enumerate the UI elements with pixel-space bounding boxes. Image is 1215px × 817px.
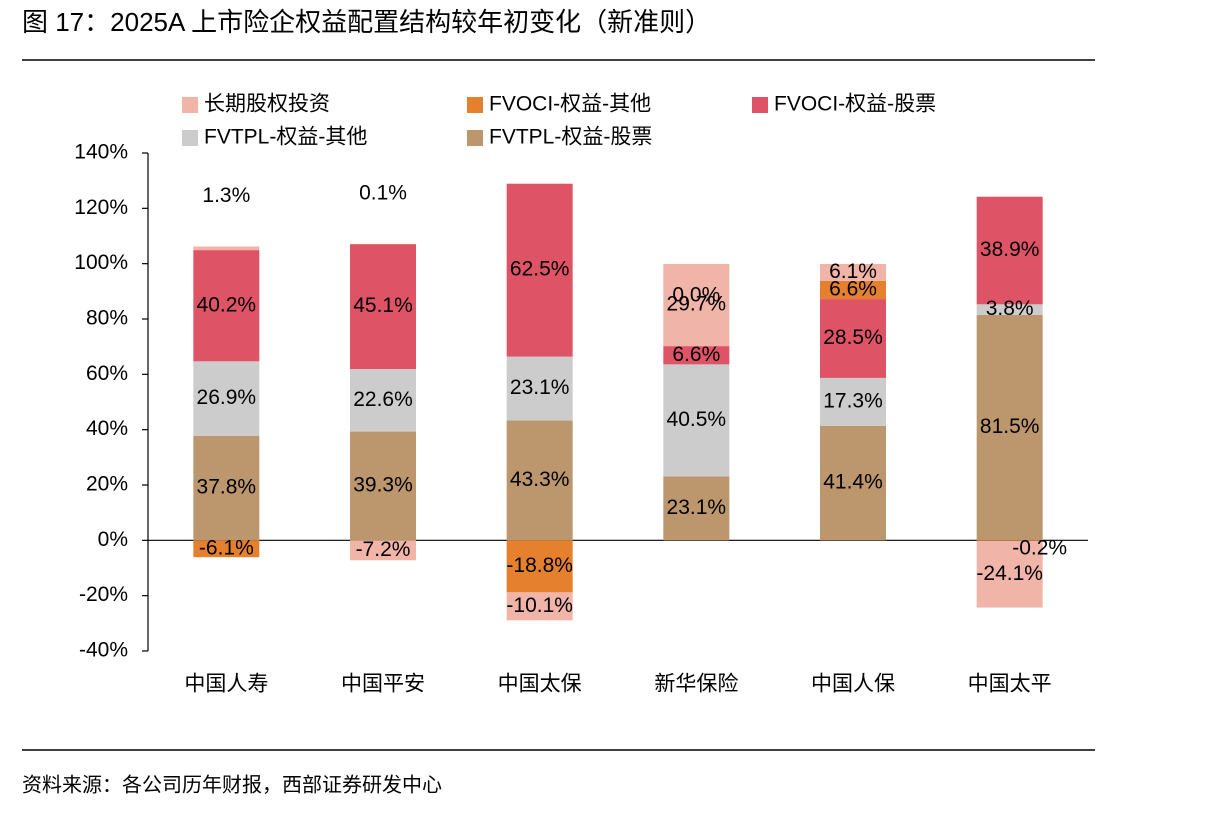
legend-swatch	[467, 130, 483, 146]
x-tick-label: 中国平安	[341, 673, 425, 696]
y-tick-label: 60%	[86, 362, 128, 385]
chart-title: 图 17：2025A 上市险企权益配置结构较年初变化（新准则）	[22, 7, 711, 37]
legend-swatch	[182, 97, 198, 113]
legend-label: FVTPL-权益-其他	[204, 126, 367, 149]
bar-segment	[506, 420, 573, 541]
bar-segment	[350, 244, 416, 370]
data-label: 1.3%	[202, 184, 250, 207]
legend-label: FVOCI-权益-其他	[489, 93, 651, 116]
source: 资料来源：各公司历年财报，西部证券研发中心	[22, 773, 442, 796]
data-label: -18.8%	[506, 554, 573, 577]
data-label: -6.1%	[199, 536, 254, 559]
bar-segment	[193, 361, 260, 436]
x-tick-label: 中国太平	[968, 673, 1052, 696]
data-label: 43.3%	[510, 468, 570, 491]
bar-segment	[976, 540, 1043, 608]
data-label: 29.7%	[667, 293, 727, 316]
x-tick-label: 新华保险	[654, 673, 738, 696]
y-tick-label: 120%	[74, 196, 128, 219]
bar-segment	[350, 431, 416, 541]
bar-segment	[820, 377, 886, 426]
bar-segment	[193, 540, 260, 558]
bar-segment	[820, 299, 886, 378]
data-label: 28.5%	[823, 326, 883, 349]
bar-segment	[976, 304, 1043, 315]
data-label: -0.2%	[1012, 536, 1067, 559]
bar-segment	[193, 250, 260, 362]
legend-swatch	[182, 130, 198, 146]
data-label: 40.2%	[197, 293, 257, 316]
bar-segment	[506, 356, 573, 421]
y-tick-label: 0%	[98, 528, 128, 551]
y-tick-label: 140%	[74, 141, 128, 164]
bar-segment	[506, 183, 573, 357]
bar-segment	[193, 435, 260, 541]
legend-swatch	[752, 97, 768, 113]
data-label: 62.5%	[510, 258, 570, 281]
y-tick-label: 80%	[86, 307, 128, 330]
y-tick-label: 20%	[86, 473, 128, 496]
y-tick-label: 100%	[74, 251, 128, 274]
bar-segment	[663, 346, 730, 365]
data-label: 0.1%	[359, 182, 407, 205]
legend-label: FVTPL-权益-股票	[489, 126, 652, 149]
bar-segment	[663, 263, 730, 347]
data-label: 6.6%	[672, 343, 720, 366]
bar-segment	[663, 364, 730, 477]
bar-segment	[663, 476, 730, 541]
data-label: 26.9%	[197, 386, 257, 409]
bar-segment	[820, 263, 886, 281]
data-label: 39.3%	[353, 474, 413, 497]
x-tick-label: 中国人寿	[184, 673, 268, 696]
x-tick-label: 中国太保	[498, 673, 582, 696]
bar-segment	[976, 314, 1043, 541]
data-label: 45.1%	[353, 294, 413, 317]
data-label: 0.0%	[672, 284, 720, 307]
data-label: 17.3%	[823, 389, 883, 412]
y-tick-label: 40%	[86, 417, 128, 440]
data-label: -7.2%	[356, 538, 411, 561]
data-label: -24.1%	[976, 562, 1043, 585]
bar-segment	[976, 540, 1043, 541]
bar-segment	[350, 540, 416, 561]
data-label: 6.1%	[829, 260, 877, 283]
bar-segment	[506, 540, 573, 593]
legend-swatch	[467, 97, 483, 113]
data-label: 40.5%	[667, 408, 727, 431]
x-tick-label: 中国人保	[811, 673, 895, 696]
data-label: 23.1%	[667, 496, 727, 519]
data-label: 22.6%	[353, 388, 413, 411]
bar-segment	[350, 369, 416, 432]
data-label: 6.6%	[829, 277, 877, 300]
data-label: 81.5%	[980, 415, 1040, 438]
legend-label: 长期股权投资	[204, 93, 330, 116]
data-label: 38.9%	[980, 238, 1040, 261]
bar-segment	[820, 425, 886, 541]
y-tick-label: -20%	[79, 583, 128, 606]
bar-segment	[193, 246, 260, 251]
y-tick-label: -40%	[79, 639, 128, 662]
data-label: 41.4%	[823, 471, 883, 494]
data-label: 3.8%	[986, 297, 1034, 320]
bar-segment	[976, 196, 1043, 305]
bar-segment	[820, 280, 886, 300]
data-label: 37.8%	[197, 476, 257, 499]
bar-segment	[506, 592, 573, 621]
data-label: -10.1%	[506, 594, 573, 617]
data-label: 23.1%	[510, 376, 570, 399]
legend-label: FVOCI-权益-股票	[774, 93, 936, 116]
